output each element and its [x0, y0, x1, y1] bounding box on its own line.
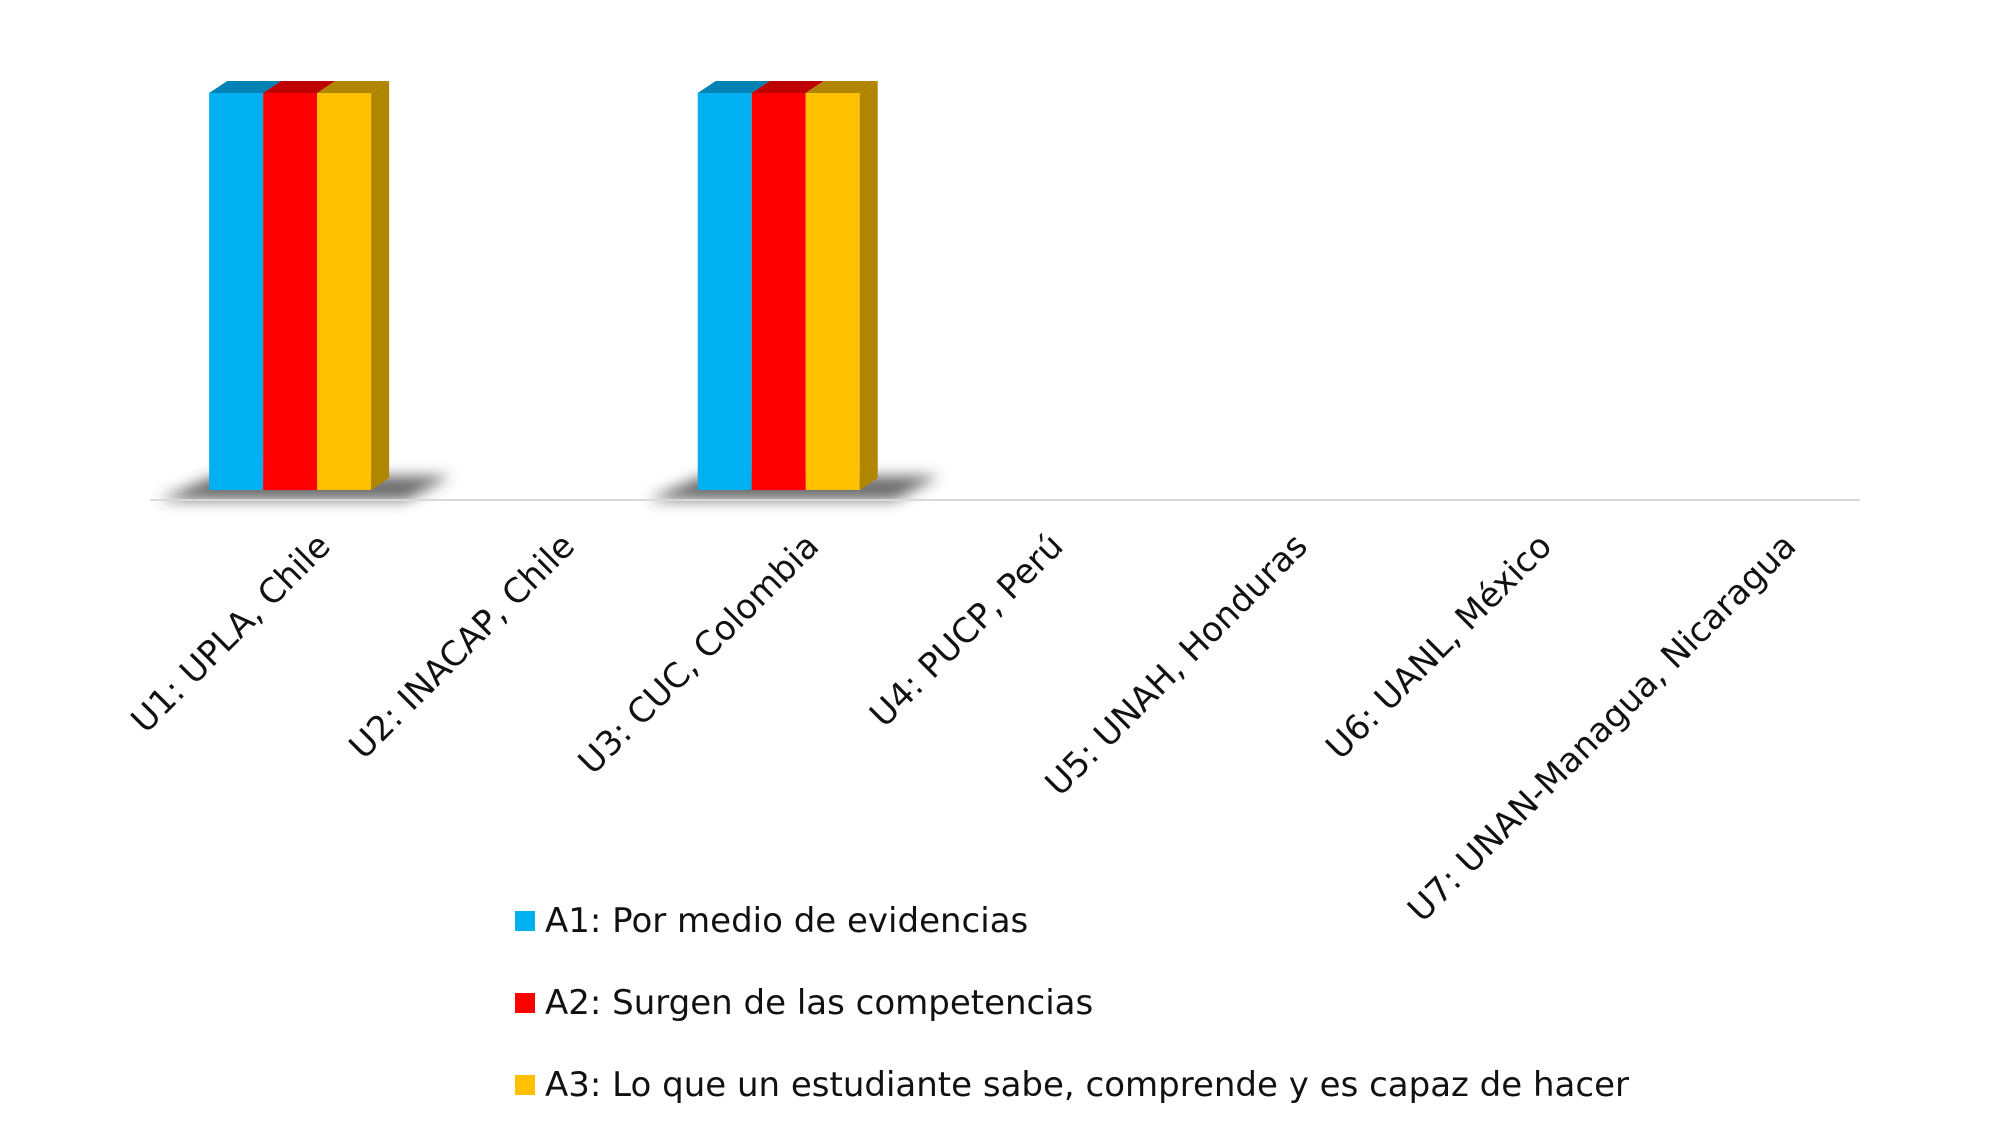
bar-side-face: [371, 81, 390, 490]
bar: [805, 81, 878, 490]
legend-item-a2: A2: Surgen de las competencias: [515, 962, 1629, 1044]
x-tick-label: U5: UNAH, Honduras: [1038, 526, 1316, 804]
bar: [263, 81, 336, 490]
bar-front-face: [751, 93, 806, 490]
bar-top-face: [751, 81, 824, 93]
bar-front-face: [209, 93, 264, 490]
legend-item-a3: A3: Lo que un estudiante sabe, comprende…: [515, 1044, 1629, 1126]
x-tick-label: U4: PUCP, Perú: [862, 526, 1071, 735]
x-tick-label: U2: INACAP, Chile: [342, 526, 583, 767]
bars: [209, 81, 878, 490]
legend-label-a1: A1: Por medio de evidencias: [545, 901, 1029, 941]
bar-top-face: [317, 81, 390, 93]
bar: [209, 81, 282, 490]
legend-label-a3: A3: Lo que un estudiante sabe, comprende…: [545, 1065, 1629, 1105]
bar-top-face: [263, 81, 336, 93]
x-tick-label: U3: CUC, Colombia: [571, 526, 827, 782]
bar-front-face: [317, 93, 372, 490]
bar-front-face: [697, 93, 752, 490]
legend: A1: Por medio de evidencias A2: Surgen d…: [515, 880, 1629, 1126]
bar-front-face: [263, 93, 318, 490]
bar-top-face: [209, 81, 282, 93]
bar-side-face: [859, 81, 878, 490]
x-tick-label: U7: UNAN-Managua, Nicaragua: [1400, 526, 1804, 930]
bar: [697, 81, 770, 490]
legend-swatch-a3: [515, 1075, 535, 1095]
legend-item-a1: A1: Por medio de evidencias: [515, 880, 1629, 962]
bar: [751, 81, 824, 490]
x-tick-label: U1: UPLA, Chile: [124, 526, 339, 741]
bar: [317, 81, 390, 490]
legend-swatch-a1: [515, 911, 535, 931]
x-tick-label: U6: UANL, México: [1318, 526, 1560, 768]
legend-swatch-a2: [515, 993, 535, 1013]
bar-top-face: [697, 81, 770, 93]
bar-front-face: [805, 93, 860, 490]
legend-label-a2: A2: Surgen de las competencias: [545, 983, 1094, 1023]
bar-top-face: [805, 81, 878, 93]
